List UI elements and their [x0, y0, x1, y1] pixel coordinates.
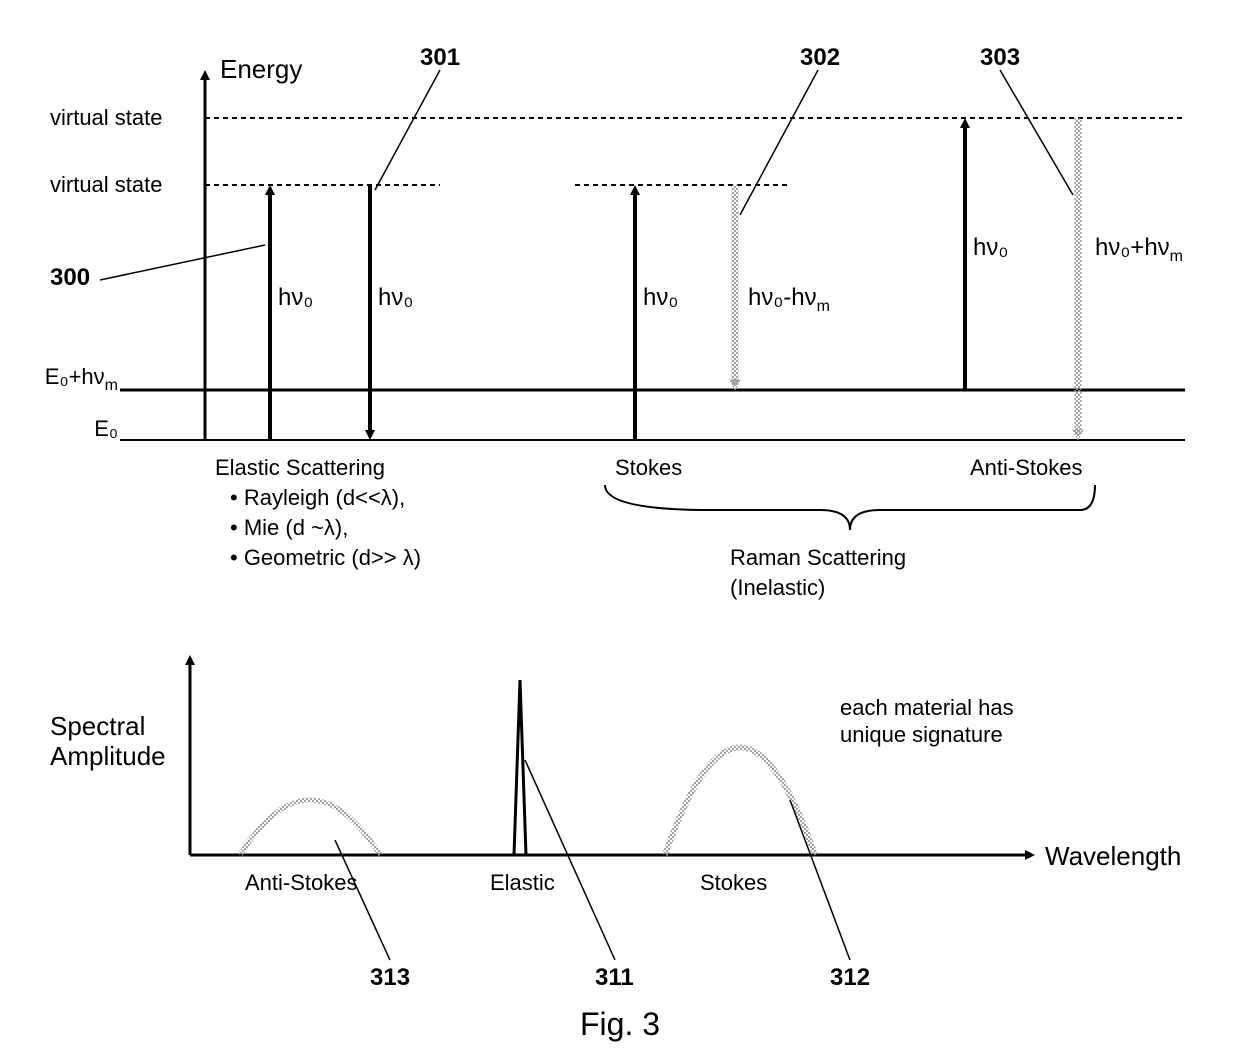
- callout-312-line: [790, 800, 850, 960]
- callout-301: 301: [420, 44, 460, 71]
- virtual-state-lower-label: virtual state: [50, 172, 163, 197]
- raman-title: Raman Scattering: [730, 545, 906, 570]
- stokes-up-label: hν₀: [643, 284, 678, 311]
- e0-label: E₀: [94, 416, 118, 441]
- virtual-state-upper-label: virtual state: [50, 105, 163, 130]
- spectral-y-label-1: Spectral: [50, 711, 145, 741]
- elastic-bullet-2: • Mie (d ~λ),: [230, 515, 348, 540]
- anti-stokes-peak: [240, 800, 380, 855]
- callout-300-line: [100, 245, 265, 280]
- callout-301-line: [375, 70, 440, 190]
- anti-stokes-peak-label: Anti-Stokes: [245, 870, 358, 895]
- spectral-y-label-2: Amplitude: [50, 741, 166, 771]
- callout-303-line: [1000, 70, 1073, 195]
- anti-down-label: hν₀+hνm: [1095, 234, 1183, 265]
- callout-313-line: [335, 840, 390, 960]
- elastic-peak: [514, 680, 526, 855]
- elastic-up-label: hν₀: [278, 284, 313, 311]
- raman-sub: (Inelastic): [730, 575, 825, 600]
- elastic-title: Elastic Scattering: [215, 455, 385, 480]
- callout-302: 302: [800, 44, 840, 71]
- figure-title: Fig. 3: [580, 1006, 660, 1042]
- callout-313: 313: [370, 964, 410, 991]
- figure-3-svg: Energy virtual state virtual state E₀+hν…: [20, 20, 1220, 1043]
- stokes-peak-label: Stokes: [700, 870, 767, 895]
- anti-stokes-section-label: Anti-Stokes: [970, 455, 1083, 480]
- energy-axis-label: Energy: [220, 54, 302, 84]
- raman-brace: [605, 485, 1095, 530]
- elastic-peak-label: Elastic: [490, 870, 555, 895]
- callout-312: 312: [830, 964, 870, 991]
- elastic-bullet-1: • Rayleigh (d<<λ),: [230, 485, 405, 510]
- e0-hvm-label: E₀+hνm: [45, 364, 118, 394]
- stokes-down-label: hν₀-hνm: [748, 284, 830, 315]
- stokes-peak: [665, 748, 815, 856]
- callout-302-line: [740, 70, 818, 215]
- figure-3-container: Energy virtual state virtual state E₀+hν…: [20, 20, 1220, 1043]
- elastic-bullet-3: • Geometric (d>> λ): [230, 545, 421, 570]
- signature-note-2: unique signature: [840, 722, 1003, 747]
- signature-note-1: each material has: [840, 695, 1014, 720]
- spectral-x-label: Wavelength: [1045, 841, 1181, 871]
- callout-311-line: [525, 760, 615, 960]
- stokes-section-label: Stokes: [615, 455, 682, 480]
- callout-300: 300: [50, 264, 90, 291]
- callout-303: 303: [980, 44, 1020, 71]
- elastic-down-label: hν₀: [378, 284, 413, 311]
- callout-311: 311: [595, 964, 634, 991]
- anti-up-label: hν₀: [973, 234, 1008, 261]
